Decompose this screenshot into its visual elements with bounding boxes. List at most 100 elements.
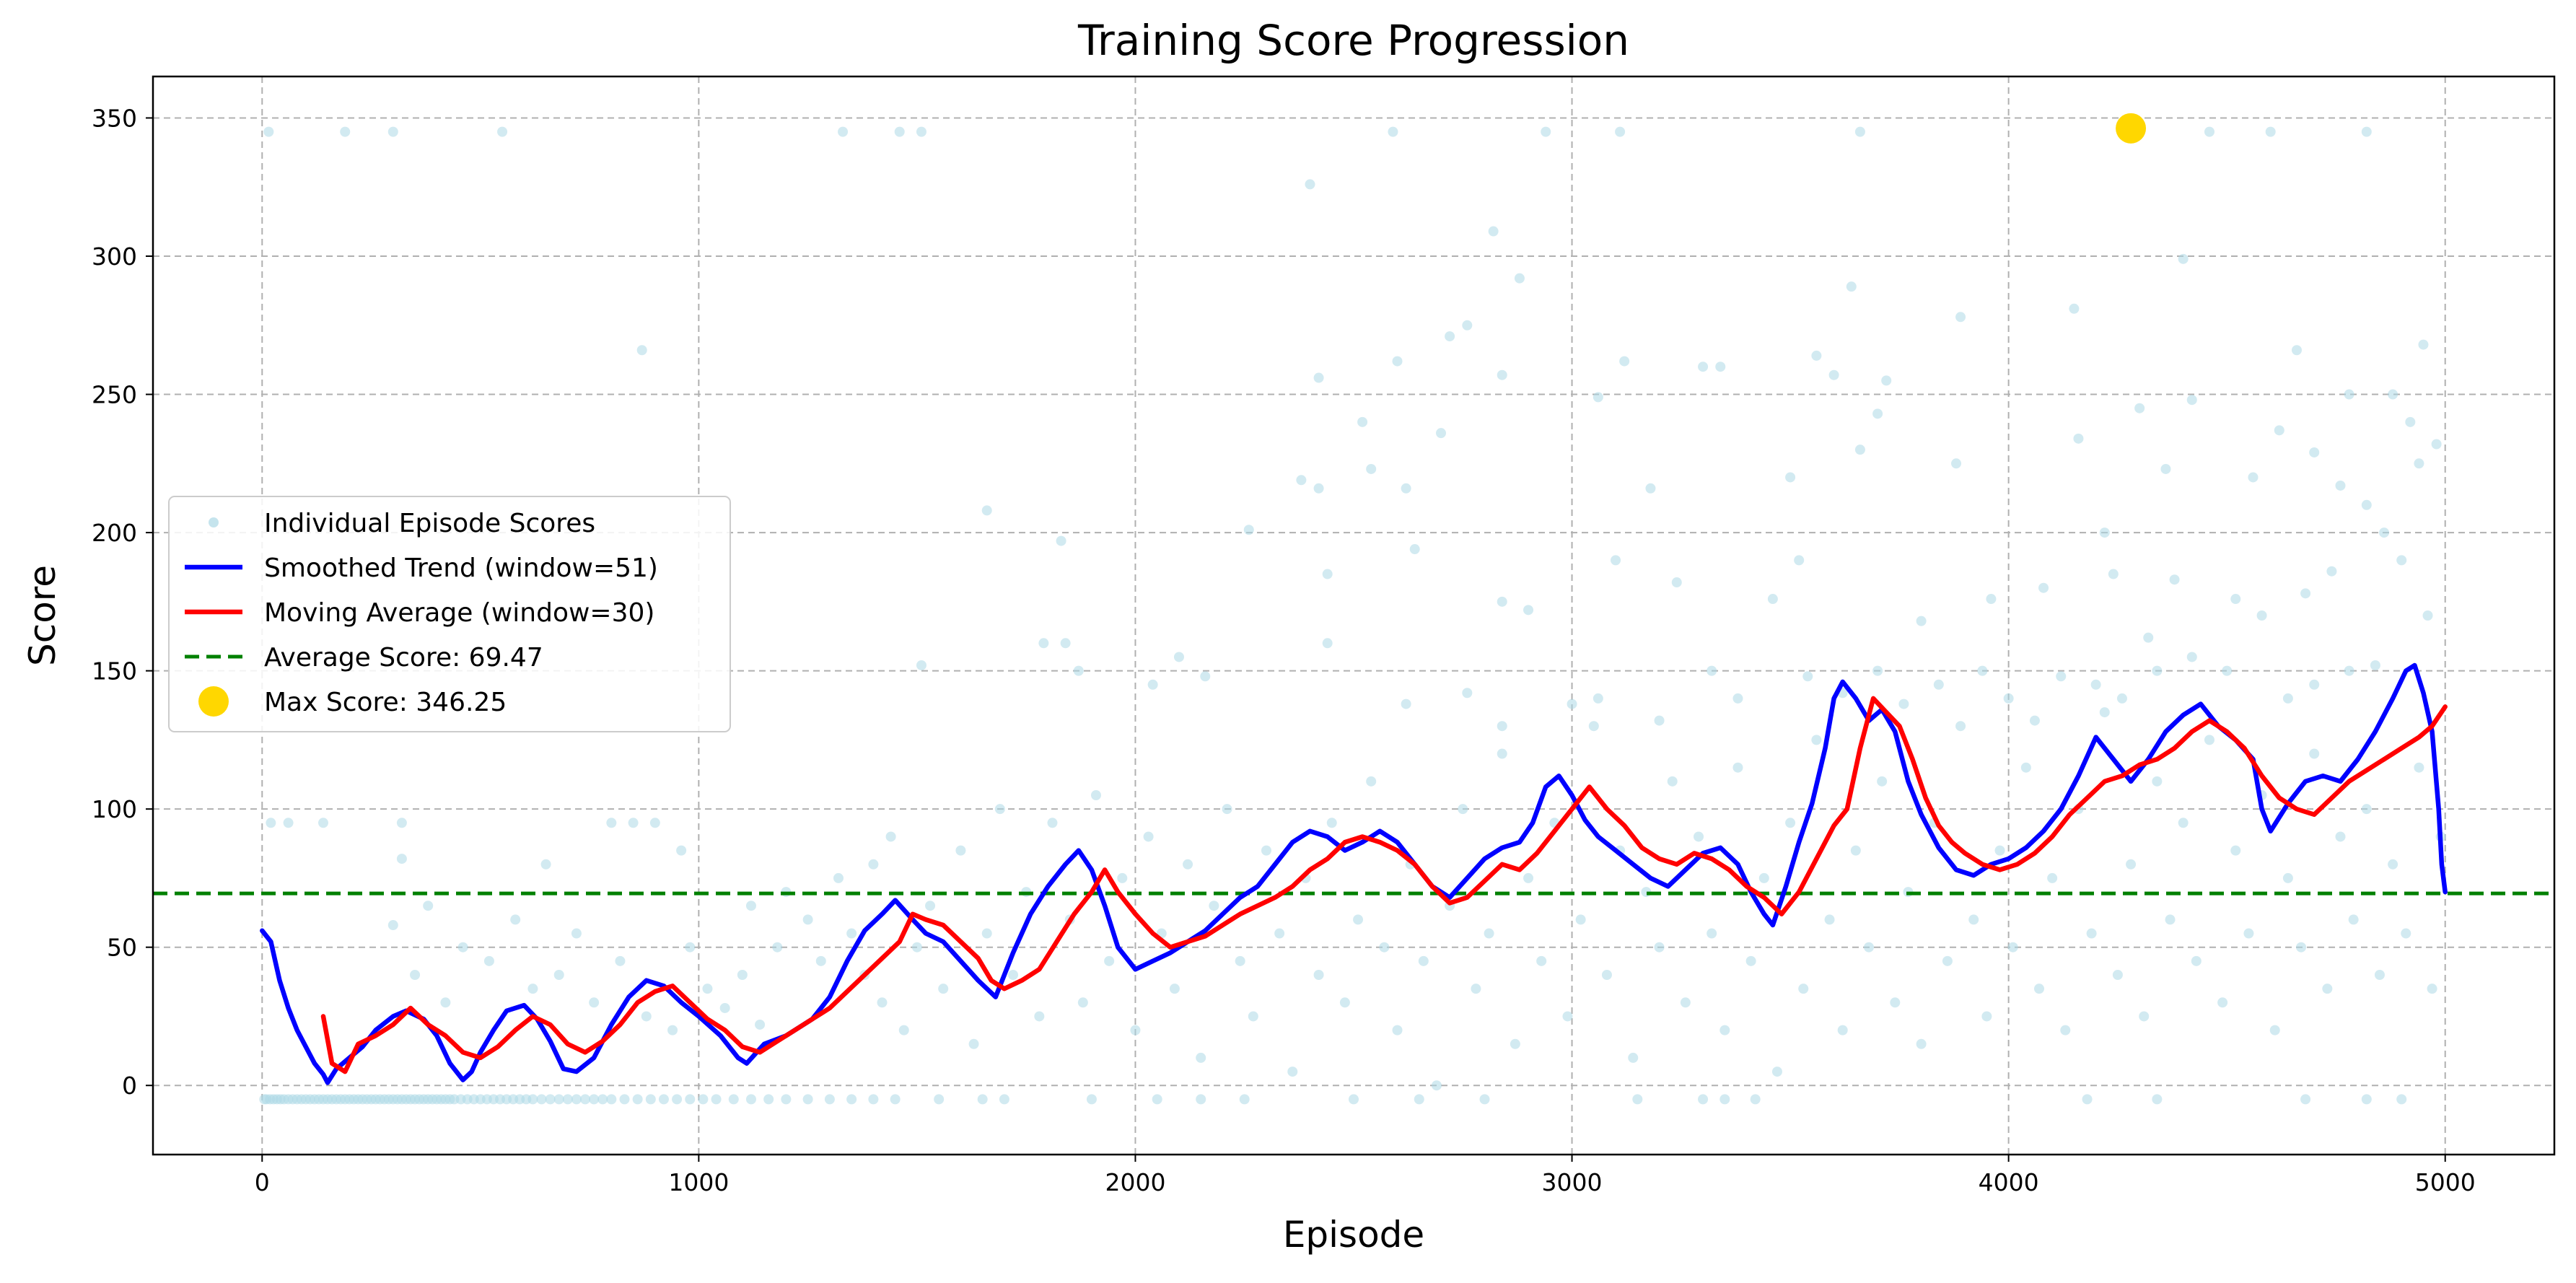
episode-score-point bbox=[1353, 914, 1364, 925]
episode-score-point bbox=[2069, 303, 2080, 314]
episode-score-point bbox=[1322, 569, 1333, 579]
episode-score-point bbox=[2282, 872, 2293, 883]
episode-score-point bbox=[1588, 721, 1599, 732]
episode-score-point bbox=[1994, 845, 2005, 856]
episode-score-point bbox=[2152, 776, 2163, 787]
episode-score-point bbox=[1248, 1011, 1258, 1022]
episode-score-point bbox=[1056, 535, 1066, 546]
scatter-series bbox=[259, 126, 2446, 1105]
episode-score-point bbox=[994, 804, 1005, 815]
episode-score-point bbox=[1196, 1052, 1206, 1063]
episode-score-point bbox=[2112, 970, 2123, 980]
episode-score-point bbox=[802, 914, 813, 925]
episode-score-point bbox=[2230, 594, 2241, 605]
episode-score-point bbox=[1366, 776, 1377, 787]
episode-score-point bbox=[2204, 735, 2214, 745]
episode-score-point bbox=[2256, 610, 2267, 621]
episode-score-point bbox=[1305, 179, 1315, 190]
episode-score-point bbox=[2388, 389, 2398, 400]
episode-score-point bbox=[2152, 1094, 2163, 1105]
episode-score-point bbox=[1872, 665, 1883, 676]
episode-score-point bbox=[2217, 997, 2228, 1008]
episode-score-point bbox=[1854, 445, 1865, 455]
episode-score-point bbox=[1619, 356, 1630, 367]
episode-score-point bbox=[497, 126, 508, 137]
episode-score-point bbox=[1445, 331, 1455, 342]
episode-score-point bbox=[562, 1094, 573, 1105]
episode-score-point bbox=[1837, 1025, 1848, 1035]
episode-score-point bbox=[1388, 126, 1398, 137]
episode-score-point bbox=[755, 1019, 766, 1030]
legend-smoothed-label: Smoothed Trend (window=51) bbox=[264, 553, 658, 583]
episode-score-point bbox=[540, 859, 551, 870]
episode-score-point bbox=[1767, 594, 1778, 605]
episode-score-point bbox=[658, 1094, 669, 1105]
episode-score-point bbox=[911, 942, 922, 953]
episode-score-point bbox=[1890, 997, 1901, 1008]
episode-score-point bbox=[597, 1094, 608, 1105]
episode-score-point bbox=[641, 1011, 652, 1022]
episode-score-point bbox=[2414, 458, 2424, 469]
legend: Individual Episode Scores Smoothed Trend … bbox=[168, 496, 731, 732]
episode-score-point bbox=[2230, 845, 2241, 856]
episode-score-point bbox=[2038, 582, 2049, 593]
episode-score-point bbox=[1828, 369, 1839, 380]
episode-score-point bbox=[1732, 693, 1743, 704]
episode-score-point bbox=[2090, 679, 2101, 690]
episode-score-point bbox=[846, 1094, 857, 1105]
episode-score-point bbox=[2335, 831, 2346, 842]
episode-score-point bbox=[2361, 1094, 2372, 1105]
episode-score-point bbox=[2265, 126, 2276, 137]
episode-score-point bbox=[763, 1094, 774, 1105]
legend-max-marker-label: Max Score: 346.25 bbox=[264, 688, 507, 717]
episode-score-point bbox=[283, 818, 294, 828]
episode-score-point bbox=[396, 854, 407, 864]
episode-score-point bbox=[2108, 569, 2119, 579]
episode-score-point bbox=[1147, 679, 1158, 690]
episode-score-point bbox=[606, 818, 617, 828]
episode-score-point bbox=[2029, 715, 2040, 726]
episode-score-point bbox=[1615, 126, 1626, 137]
episode-score-point bbox=[1296, 475, 1307, 486]
episode-score-point bbox=[802, 1094, 813, 1105]
episode-score-point bbox=[685, 942, 696, 953]
episode-score-point bbox=[1732, 762, 1743, 773]
episode-score-point bbox=[2422, 610, 2433, 621]
x-tick-label: 0 bbox=[255, 1168, 270, 1196]
episode-score-point bbox=[636, 345, 647, 356]
episode-score-point bbox=[2374, 970, 2385, 980]
episode-score-point bbox=[1986, 594, 1997, 605]
episode-score-point bbox=[2099, 707, 2110, 718]
episode-score-point bbox=[649, 818, 660, 828]
episode-score-point bbox=[1771, 1067, 1782, 1077]
episode-score-point bbox=[1392, 356, 1403, 367]
episode-score-point bbox=[606, 1094, 617, 1105]
episode-score-point bbox=[628, 818, 639, 828]
legend-max-marker-swatch bbox=[198, 686, 229, 717]
episode-score-point bbox=[571, 928, 582, 939]
episode-score-point bbox=[1414, 1094, 1424, 1105]
episode-score-point bbox=[1431, 1080, 1442, 1091]
episode-score-point bbox=[2116, 693, 2127, 704]
plot-frame bbox=[152, 75, 2556, 1156]
episode-score-point bbox=[1785, 818, 1796, 828]
episode-score-point bbox=[2143, 632, 2154, 643]
episode-score-point bbox=[2322, 984, 2333, 994]
episode-score-point bbox=[968, 1038, 979, 1049]
episode-score-point bbox=[2243, 928, 2254, 939]
episode-score-point bbox=[719, 1002, 730, 1013]
episode-score-point bbox=[2344, 665, 2354, 676]
episode-score-point bbox=[916, 660, 926, 670]
episode-score-point bbox=[1484, 928, 1494, 939]
episode-score-point bbox=[1654, 715, 1665, 726]
episode-score-point bbox=[934, 1094, 945, 1105]
episode-score-point bbox=[2191, 955, 2202, 966]
episode-score-point bbox=[1671, 577, 1682, 588]
episode-score-point bbox=[1881, 375, 1892, 386]
episode-score-point bbox=[890, 1094, 901, 1105]
episode-score-point bbox=[1418, 955, 1429, 966]
episode-score-point bbox=[1497, 596, 1507, 607]
episode-score-point bbox=[1593, 693, 1603, 704]
episode-score-point bbox=[1196, 1094, 1206, 1105]
legend-box bbox=[168, 496, 731, 732]
